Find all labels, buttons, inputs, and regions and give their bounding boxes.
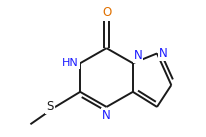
Text: N: N xyxy=(133,49,142,62)
Text: O: O xyxy=(101,6,111,19)
Text: N: N xyxy=(102,109,110,122)
Text: N: N xyxy=(158,47,166,60)
Text: HN: HN xyxy=(62,58,78,68)
Text: S: S xyxy=(46,100,54,113)
